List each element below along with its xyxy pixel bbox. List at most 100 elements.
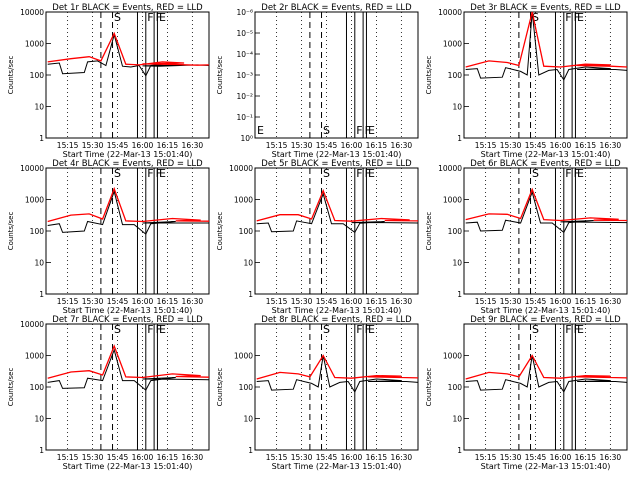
y-tick-label: 1 [457, 290, 462, 299]
x-tick-label: 16:00 [550, 297, 572, 306]
y-tick-label: 100 [239, 383, 254, 392]
x-tick-label: 16:30 [600, 141, 622, 150]
event-marker-label: F [147, 323, 153, 336]
x-tick-label: 15:45 [525, 141, 547, 150]
y-tick-label: 10⁻⁵ [236, 29, 253, 38]
y-tick-label: 1 [457, 446, 462, 455]
event-marker-label: F [365, 323, 371, 336]
x-tick-label: 16:15 [157, 453, 179, 462]
event-marker-label: S [323, 124, 330, 137]
x-tick-label: 16:30 [391, 297, 413, 306]
x-tick-label: 16:30 [600, 453, 622, 462]
x-tick-label: 16:30 [600, 297, 622, 306]
x-tick-label: 16:15 [575, 297, 597, 306]
event-marker-label: F [156, 11, 162, 24]
event-marker-label: S [323, 167, 330, 180]
x-tick-label: 16:00 [341, 141, 363, 150]
event-marker-label: E [577, 11, 584, 24]
panel-title: Det 4r BLACK = Events, RED = LLD [52, 159, 203, 169]
event-marker-label: E [368, 124, 375, 137]
x-tick-label: 15:30 [82, 453, 104, 462]
x-tick-label: 16:15 [366, 297, 388, 306]
event-marker-label: E [577, 167, 584, 180]
event-marker-label: F [365, 167, 371, 180]
y-axis-label: Counts/sec [216, 368, 224, 407]
event-marker-label: E [368, 323, 375, 336]
y-tick-label: 10000 [20, 164, 44, 173]
x-tick-label: 15:15 [266, 141, 288, 150]
event-marker-label: F [156, 167, 162, 180]
series-events-line [465, 190, 628, 234]
y-tick-label: 10000 [438, 8, 462, 17]
y-tick-label: 1 [39, 446, 44, 455]
y-tick-label: 10⁻¹ [236, 113, 253, 122]
event-marker-label: F [365, 124, 371, 137]
y-tick-label: 10000 [20, 320, 44, 329]
panel-title: Det 2r BLACK = Events, RED = LLD [261, 3, 412, 13]
event-marker-label: E [159, 323, 166, 336]
plot-frame [45, 11, 210, 139]
x-axis-label: Start Time (22-Mar-13 15:01:40) [481, 150, 611, 159]
event-marker-label: F [147, 167, 153, 180]
y-axis-label: Counts/sec [216, 56, 224, 95]
y-tick-label: 1 [248, 446, 253, 455]
y-tick-label: 10⁰ [240, 134, 253, 143]
x-axis-label: Start Time (22-Mar-13 15:01:40) [481, 462, 611, 471]
x-tick-label: 16:00 [341, 297, 363, 306]
event-marker-label: S [114, 167, 121, 180]
x-tick-label: 15:45 [107, 297, 129, 306]
series-events-line [47, 32, 210, 77]
event-marker-label: F [356, 323, 362, 336]
y-tick-label: 1000 [25, 40, 44, 49]
x-tick-label: 15:15 [57, 141, 79, 150]
plot-frame [463, 11, 628, 139]
x-tick-label: 15:30 [500, 453, 522, 462]
x-tick-label: 16:15 [575, 453, 597, 462]
event-marker-label: F [147, 11, 153, 24]
x-tick-label: 16:30 [391, 453, 413, 462]
y-tick-label: 1000 [443, 40, 462, 49]
x-tick-label: 16:00 [341, 453, 363, 462]
x-axis-label: Start Time (22-Mar-13 15:01:40) [272, 462, 402, 471]
y-tick-label: 100 [239, 227, 254, 236]
x-axis-label: Start Time (22-Mar-13 15:01:40) [481, 306, 611, 315]
y-tick-label: 1 [39, 290, 44, 299]
series-events-line [47, 189, 209, 235]
y-tick-label: 10 [243, 415, 253, 424]
event-marker-label: S [323, 323, 330, 336]
event-marker-label: F [574, 11, 580, 24]
event-marker-label: S [532, 11, 539, 24]
y-axis-label: Counts/sec [425, 212, 433, 251]
event-marker-label: F [356, 167, 362, 180]
series-lld-line [47, 186, 210, 223]
y-tick-label: 10 [34, 259, 44, 268]
x-axis-label: Start Time (22-Mar-13 15:01:40) [272, 150, 402, 159]
x-tick-label: 15:15 [475, 141, 497, 150]
x-tick-label: 15:30 [291, 453, 313, 462]
y-axis-label: Counts/sec [7, 56, 15, 95]
series-events-line [465, 11, 628, 81]
y-tick-label: 1000 [234, 352, 253, 361]
plot-frame [254, 11, 419, 139]
y-tick-label: 10 [452, 103, 462, 112]
panel-det-7r: Det 7r BLACK = Events, RED = LLD 15:15 15:… [7, 315, 210, 471]
event-marker-label: S [114, 323, 121, 336]
panel-title: Det 7r BLACK = Events, RED = LLD [52, 315, 203, 325]
y-tick-label: 1 [248, 290, 253, 299]
x-tick-label: 16:15 [366, 453, 388, 462]
x-tick-label: 15:15 [475, 453, 497, 462]
event-marker-label: E [159, 167, 166, 180]
x-tick-label: 15:45 [316, 141, 338, 150]
y-axis-label: Counts/sec [425, 56, 433, 95]
event-marker-label: E [159, 11, 166, 24]
series-events-line [465, 355, 628, 393]
x-tick-label: 15:30 [500, 141, 522, 150]
y-tick-label: 10 [34, 103, 44, 112]
y-tick-label: 10000 [438, 164, 462, 173]
x-tick-label: 15:15 [57, 453, 79, 462]
corner-label: E [257, 124, 264, 137]
